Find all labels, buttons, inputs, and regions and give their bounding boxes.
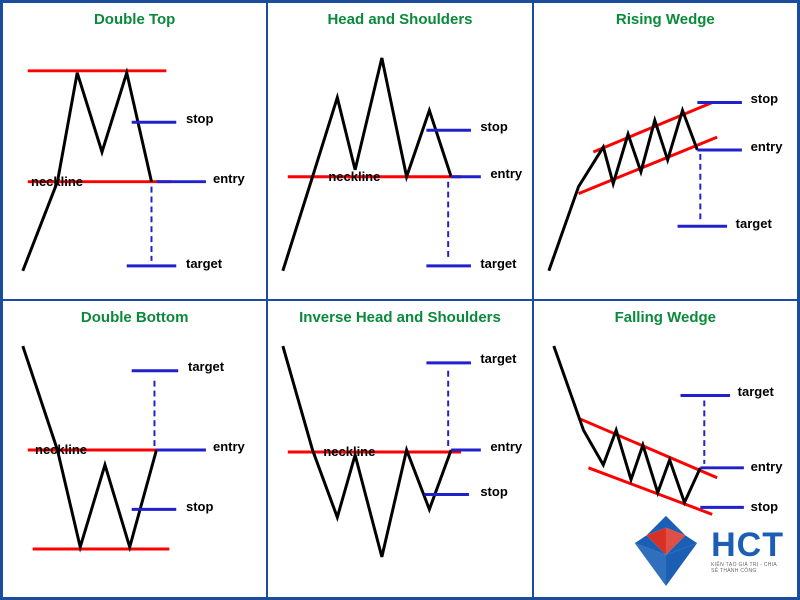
logo-text: HCT (711, 528, 784, 562)
pattern-cell-head-and-shoulders: Head and Shoulders neckline stop entry targe… (267, 2, 532, 300)
entry-label: entry (213, 439, 245, 454)
target-label: target (738, 384, 774, 399)
hct-logo: HCT KIẾN TẠO GIÁ TRỊ - CHIA SẺ THÀNH CÔN… (627, 512, 784, 590)
pattern-svg (268, 3, 531, 299)
entry-label: entry (490, 166, 522, 181)
price-line (553, 346, 700, 502)
pattern-cell-rising-wedge: Rising Wedge stop entry target (533, 2, 798, 300)
neckline-label: neckline (323, 444, 375, 459)
pattern-title: Falling Wedge (534, 309, 797, 326)
target-label: target (480, 351, 516, 366)
stop-label: stop (186, 111, 213, 126)
chart-pattern-grid: Double TopnecklinestopentrytargetHead an… (0, 0, 800, 600)
logo-subtitle: KIẾN TẠO GIÁ TRỊ - CHIA SẺ THÀNH CÔNG (711, 562, 784, 574)
target-label: target (736, 216, 772, 231)
neckline-label: neckline (35, 442, 87, 457)
pattern-svg (3, 3, 266, 299)
target-label: target (186, 256, 222, 271)
target-label: target (188, 359, 224, 374)
resistance-line (578, 418, 717, 477)
pattern-title: Rising Wedge (534, 11, 797, 28)
target-label: target (480, 256, 516, 271)
pattern-title: Inverse Head and Shoulders (268, 309, 531, 326)
price-line (283, 58, 451, 271)
entry-label: entry (490, 439, 522, 454)
stop-label: stop (186, 499, 213, 514)
entry-label: entry (751, 139, 783, 154)
pattern-cell-inverse-head-and-shoulders: Inverse Head and Shoulders neckline stop en… (267, 300, 532, 598)
neckline-label: neckline (328, 169, 380, 184)
pattern-title: Head and Shoulders (268, 11, 531, 28)
stop-label: stop (480, 484, 507, 499)
entry-label: entry (751, 459, 783, 474)
price-line (23, 73, 152, 271)
resistance-line (588, 468, 712, 515)
neckline-label: neckline (31, 174, 83, 189)
logo-diamond-icon (627, 512, 705, 590)
stop-label: stop (751, 91, 778, 106)
pattern-cell-double-top: Double Top neckline stop entry target (2, 2, 267, 300)
pattern-title: Double Top (3, 11, 266, 28)
entry-label: entry (213, 171, 245, 186)
pattern-title: Double Bottom (3, 309, 266, 326)
pattern-cell-double-bottom: Double Bottom neckline stop entry target (2, 300, 267, 598)
price-line (549, 110, 698, 270)
stop-label: stop (480, 119, 507, 134)
